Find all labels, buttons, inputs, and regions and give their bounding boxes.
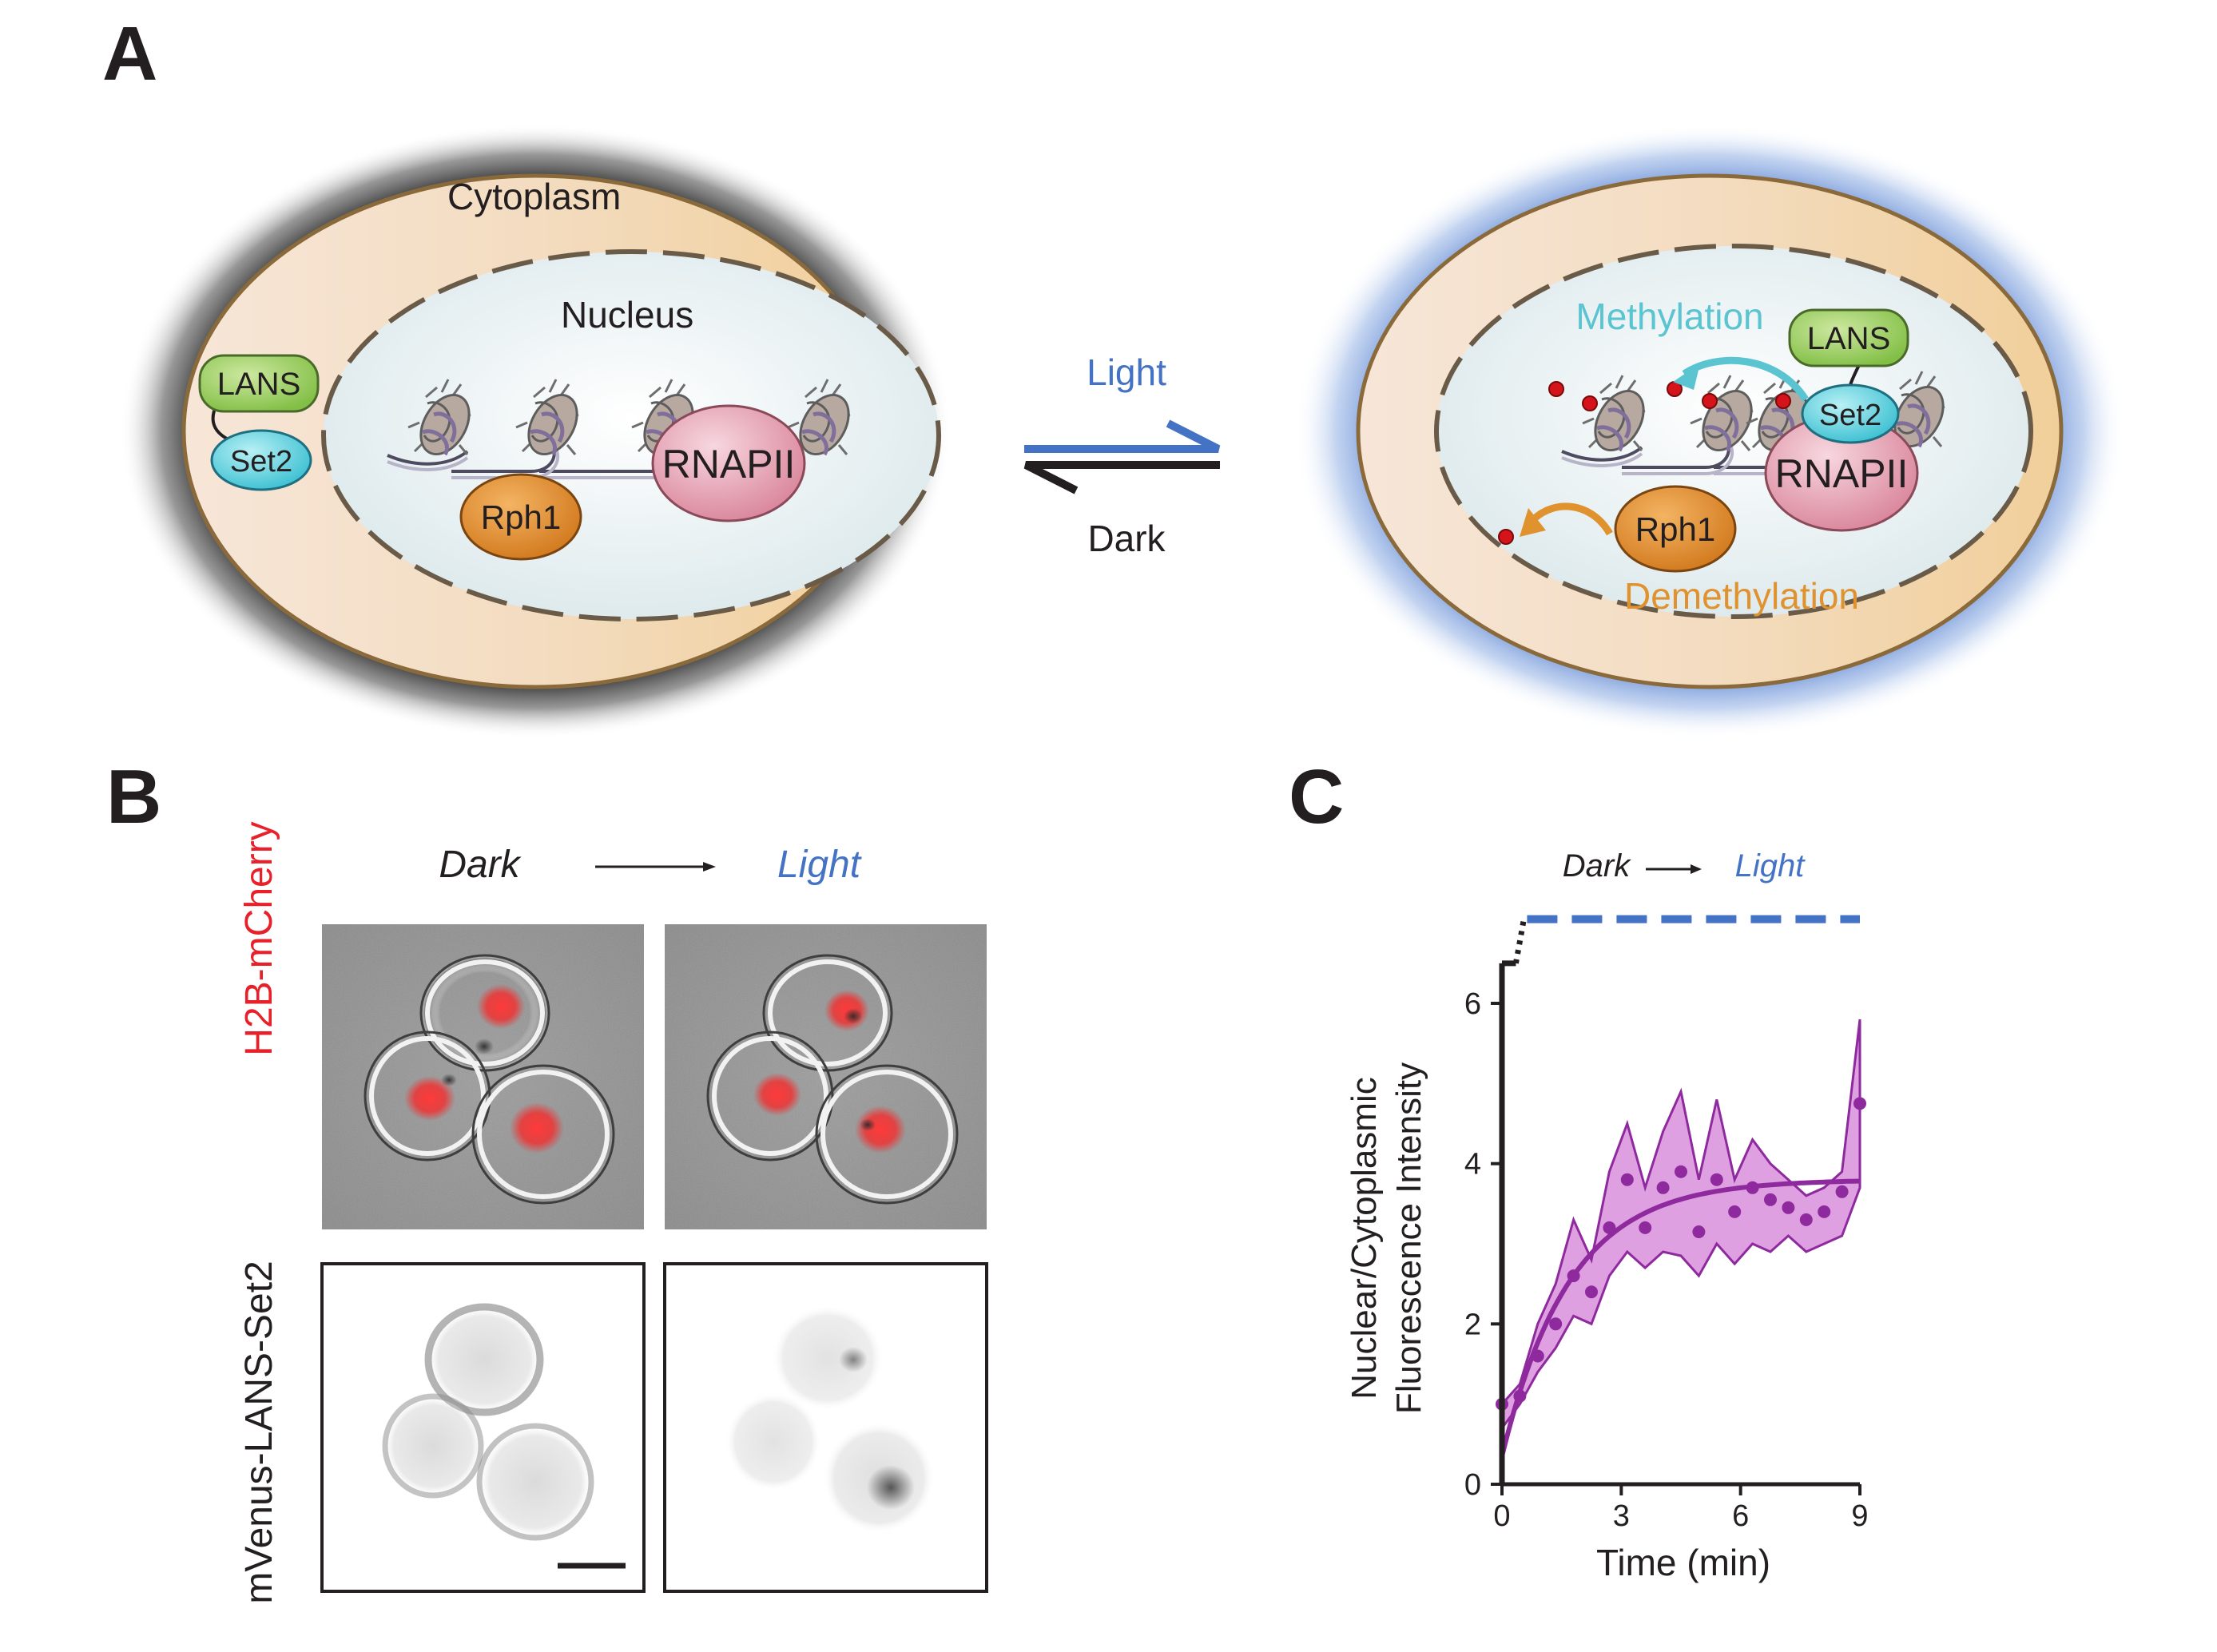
row-label-h2b-mcherry: H2B-mCherry — [238, 821, 280, 1055]
data-point — [1603, 1221, 1616, 1234]
chart-header-light: Light — [1735, 848, 1806, 884]
data-point — [1835, 1185, 1849, 1198]
data-point — [1764, 1193, 1777, 1206]
row-label-mvenus-lans-set2: mVenus-LANS-Set2 — [238, 1261, 280, 1604]
left-set2-label: Set2 — [230, 445, 292, 479]
right-set2-label: Set2 — [1819, 399, 1881, 432]
data-point — [1513, 1389, 1527, 1403]
y-tick-label: 0 — [1464, 1468, 1481, 1502]
data-point — [1639, 1221, 1652, 1234]
micrograph-mcherry-light — [665, 924, 987, 1229]
demethylation-label: Demethylation — [1624, 575, 1859, 617]
data-point — [1853, 1097, 1866, 1110]
dark-arrow-label: Dark — [1087, 518, 1166, 559]
methylation-label: Methylation — [1575, 296, 1763, 337]
dark-indicator-transition — [1512, 919, 1527, 964]
right-cell: RNAPII LANS Set2 Rph1 Methylation Demeth… — [1294, 124, 2125, 739]
fit-curve — [1500, 1178, 1861, 1457]
data-point — [1746, 1181, 1759, 1194]
data-point — [1692, 1225, 1706, 1238]
data-point — [1567, 1269, 1580, 1283]
chart-header-arrow — [1646, 864, 1702, 874]
data-point — [1675, 1165, 1687, 1178]
left-rph1 — [459, 473, 582, 561]
left-rnapii-label: RNAPII — [662, 442, 796, 486]
data-point — [1710, 1173, 1723, 1186]
light-arrow — [1024, 419, 1221, 453]
x-tick-label: 6 — [1732, 1499, 1749, 1533]
left-lans-label: LANS — [217, 367, 301, 402]
y-tick-label: 2 — [1464, 1308, 1481, 1341]
left-cell: Cytoplasm Nucleus RNAPII Rph1 LANS Set2 — [120, 124, 951, 739]
data-point — [1728, 1205, 1742, 1218]
equilibrium-arrows: Light Dark — [1023, 351, 1221, 559]
right-rph1-label: Rph1 — [1635, 510, 1715, 548]
y-tick-label: 4 — [1464, 1148, 1481, 1181]
data-point — [1531, 1349, 1544, 1363]
sem-band — [1500, 1019, 1861, 1432]
data-point — [1549, 1317, 1563, 1331]
left-rnapii — [651, 404, 806, 522]
left-set2 — [210, 429, 312, 491]
panel-b-header-arrow — [595, 862, 716, 872]
right-rnapii-label: RNAPII — [1775, 451, 1909, 496]
left-lans — [198, 354, 320, 413]
chart-header-dark: Dark — [1563, 848, 1631, 884]
panel-b-letter: B — [106, 754, 161, 840]
data-point — [1818, 1205, 1831, 1218]
panel-b-header-light: Light — [777, 844, 862, 886]
panel-a-letter: A — [102, 11, 157, 97]
left-cytoplasm-label: Cytoplasm — [447, 176, 621, 217]
micrograph-mcherry-dark — [322, 924, 644, 1229]
chart-ylabel-line1: Nuclear/Cytoplasmic — [1345, 1077, 1384, 1399]
chart-plot: 0 3 6 9 0 2 4 6 — [1464, 915, 1869, 1533]
data-point — [1799, 1213, 1813, 1226]
panel-c-letter: C — [1289, 754, 1344, 840]
data-point — [1585, 1285, 1598, 1299]
x-tick-label: 0 — [1493, 1499, 1510, 1533]
micrograph-mvenus-light — [663, 1262, 988, 1593]
right-rph1 — [1614, 485, 1737, 573]
right-set2 — [1801, 383, 1900, 444]
methyl-marks — [1498, 381, 1791, 545]
chart-xlabel: Time (min) — [1596, 1542, 1770, 1583]
chart-ylabel-line2: Fluorescence Intensity — [1389, 1062, 1428, 1414]
right-lans-label: LANS — [1807, 321, 1891, 356]
dark-arrow — [1023, 461, 1220, 494]
data-point — [1782, 1201, 1795, 1214]
panel-b-header-dark: Dark — [439, 844, 522, 886]
left-rph1-label: Rph1 — [481, 498, 561, 536]
right-lans — [1788, 308, 1909, 367]
x-tick-label: 9 — [1851, 1499, 1868, 1533]
data-point — [1656, 1181, 1670, 1194]
micrograph-mvenus-dark — [320, 1262, 646, 1593]
left-nucleus-label: Nucleus — [561, 294, 693, 336]
light-arrow-label: Light — [1087, 351, 1166, 393]
y-tick-label: 6 — [1464, 987, 1481, 1021]
demethylation-arrow — [1527, 502, 1613, 536]
data-point — [1620, 1173, 1634, 1186]
x-tick-label: 3 — [1613, 1499, 1630, 1533]
